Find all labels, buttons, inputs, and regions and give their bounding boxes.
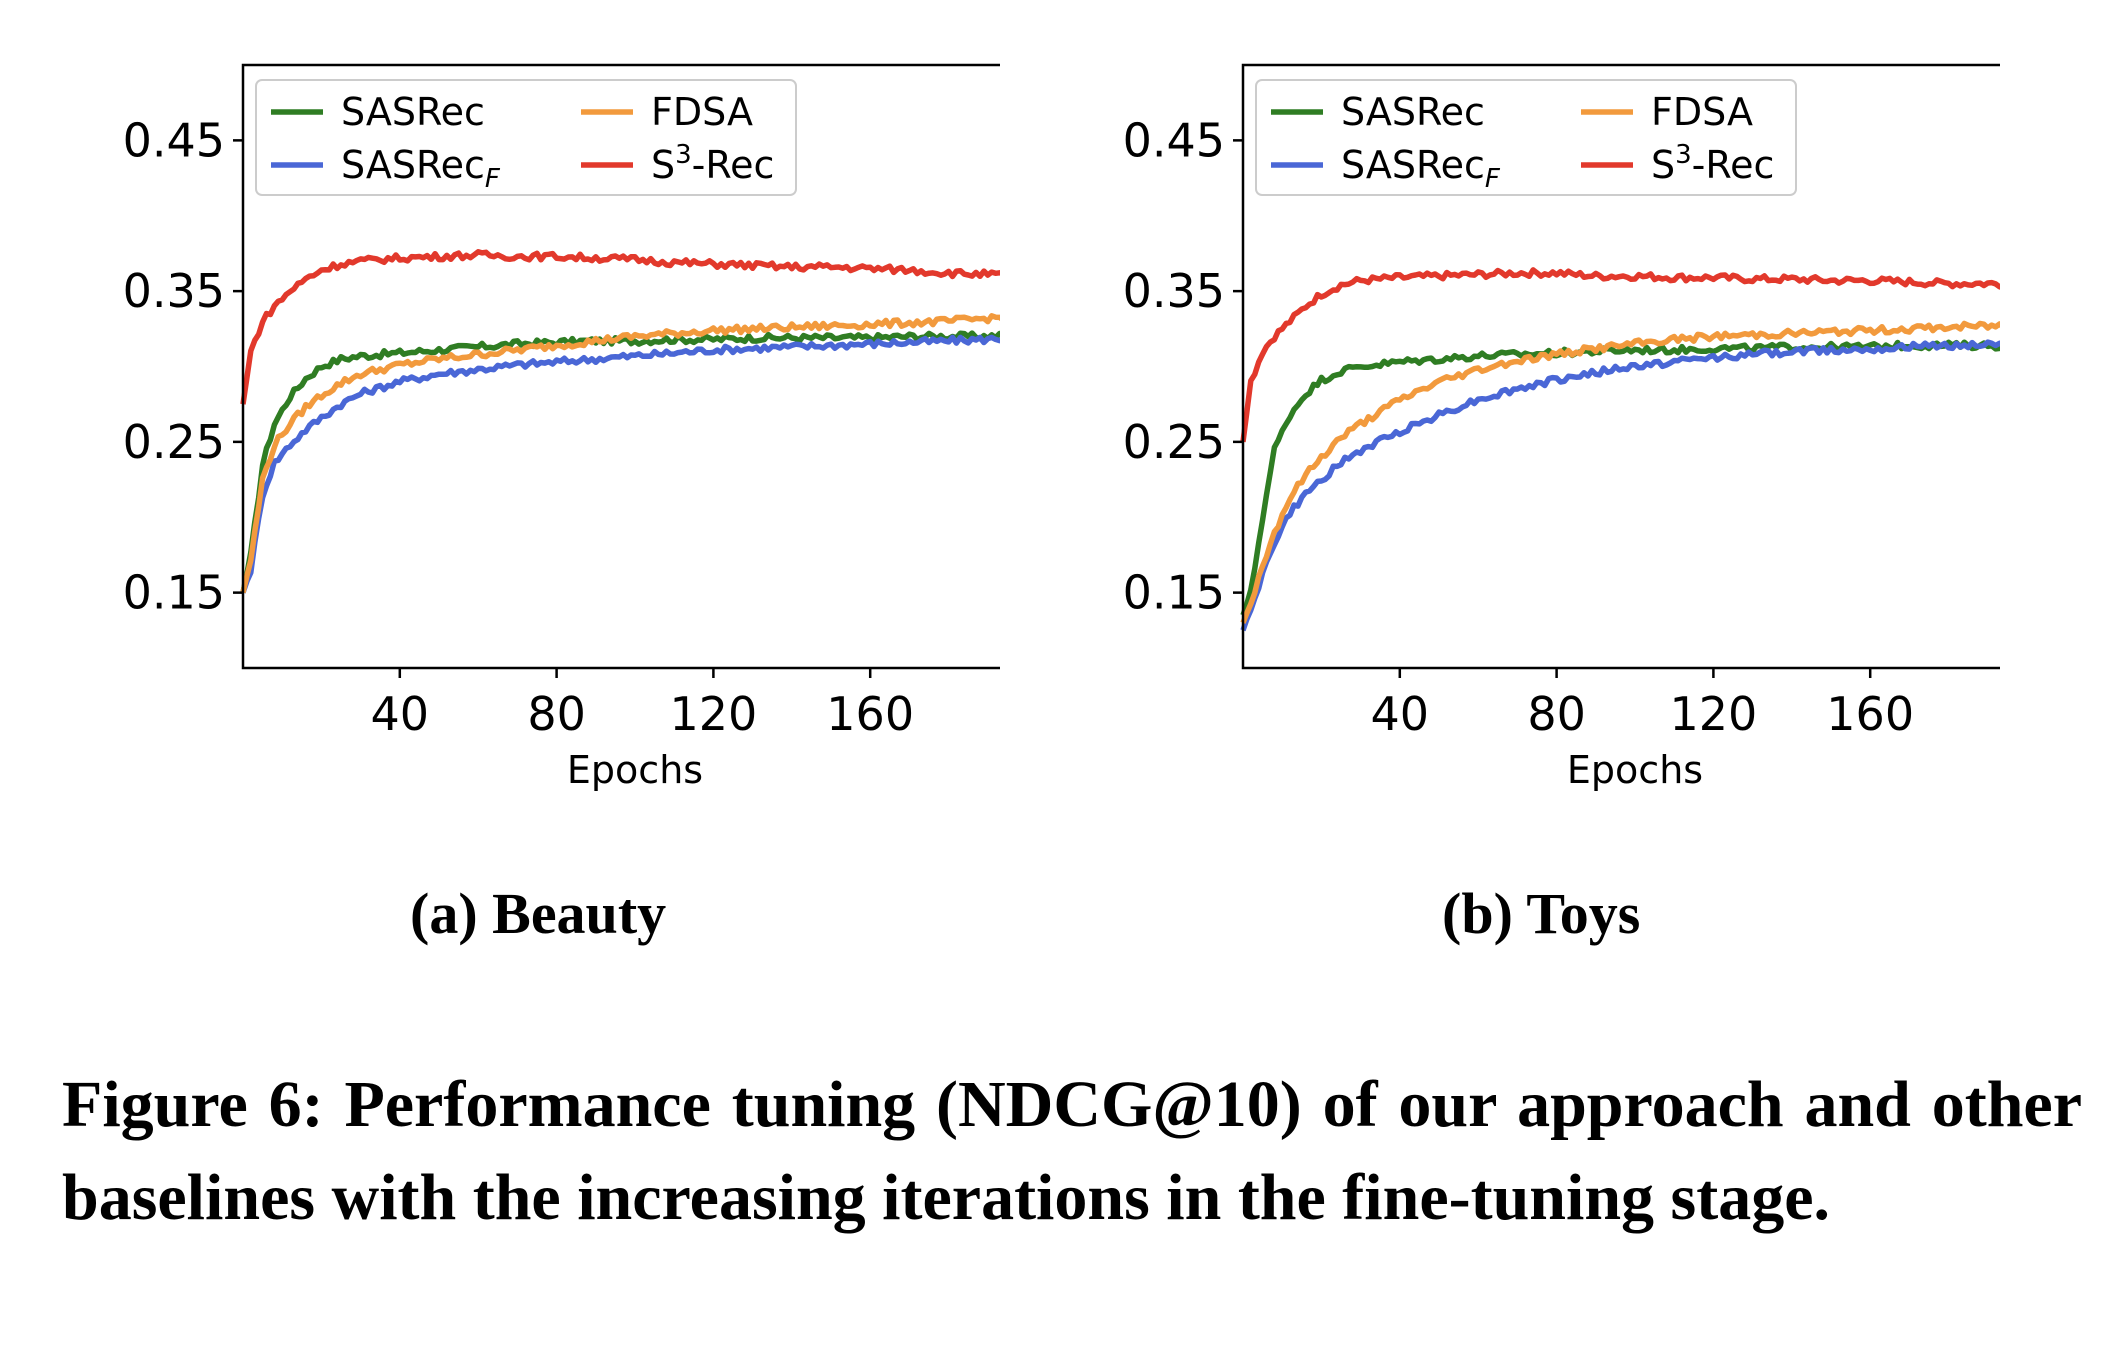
series-lines xyxy=(240,249,1029,594)
series-line-fdsa xyxy=(1240,320,2028,624)
x-axis-label: Epochs xyxy=(567,748,703,792)
series-line-sasrec xyxy=(1240,339,2030,617)
y-tick-label: 0.35 xyxy=(1123,264,1225,318)
legend: SASRec SASRecF FDSA S3-Rec xyxy=(255,79,797,196)
series-line-sasrecf xyxy=(1240,335,2030,632)
x-tick-label: 40 xyxy=(371,687,430,741)
legend-label: FDSA xyxy=(651,90,753,134)
y-tick-label: 0.45 xyxy=(123,113,225,167)
x-axis-label: Epochs xyxy=(1567,748,1703,792)
y-tick-label: 0.15 xyxy=(1123,566,1225,620)
series-line-fdsa xyxy=(240,310,1029,594)
y-tick-label: 0.25 xyxy=(1123,415,1225,469)
y-tick-label: 0.35 xyxy=(123,264,225,318)
y-tick-label: 0.25 xyxy=(123,415,225,469)
series-line-s3-rec xyxy=(1240,267,2028,443)
legend-label: FDSA xyxy=(1651,90,1753,134)
legend-label: S3-Rec xyxy=(1651,140,1774,187)
legend-label: SASRecF xyxy=(1341,143,1501,194)
subcaption-beauty: (a) Beauty xyxy=(410,881,667,946)
x-tick-label: 80 xyxy=(1527,687,1586,741)
figure-caption: Figure 6: Performance tuning (NDCG@10) o… xyxy=(62,1068,2082,1234)
series-lines xyxy=(1240,267,2030,632)
legend-box xyxy=(1255,79,1797,196)
legend-label: S3-Rec xyxy=(651,140,774,187)
x-tick-label: 40 xyxy=(1371,687,1430,741)
chart-panel-toys: 0.15 0.25 0.35 0.45 40 80 120 160 Epochs SASRec SA… xyxy=(1000,0,2030,880)
x-tick-label: 160 xyxy=(1826,687,1914,741)
legend: SASRec SASRecF FDSA S3-Rec xyxy=(1255,79,1797,196)
legend-label: SASRec xyxy=(1341,90,1485,134)
chart-panel-beauty: 0.15 0.25 0.35 0.45 40 80 120 160 Epochs SASRec SA… xyxy=(0,0,1029,880)
legend-box xyxy=(255,79,797,196)
x-tick-label: 120 xyxy=(669,687,757,741)
x-tick-label: 80 xyxy=(527,687,586,741)
series-line-sasrecf xyxy=(240,331,1029,594)
series-line-sasrec xyxy=(240,330,1029,594)
subcaption-toys: (b) Toys xyxy=(1442,881,1641,946)
x-tick-label: 160 xyxy=(826,687,914,741)
y-tick-label: 0.45 xyxy=(1123,113,1225,167)
legend-label: SASRecF xyxy=(341,143,501,194)
x-tick-label: 120 xyxy=(1669,687,1757,741)
y-tick-label: 0.15 xyxy=(123,566,225,620)
series-line-s3-rec xyxy=(240,249,1029,405)
legend-label: SASRec xyxy=(341,90,485,134)
